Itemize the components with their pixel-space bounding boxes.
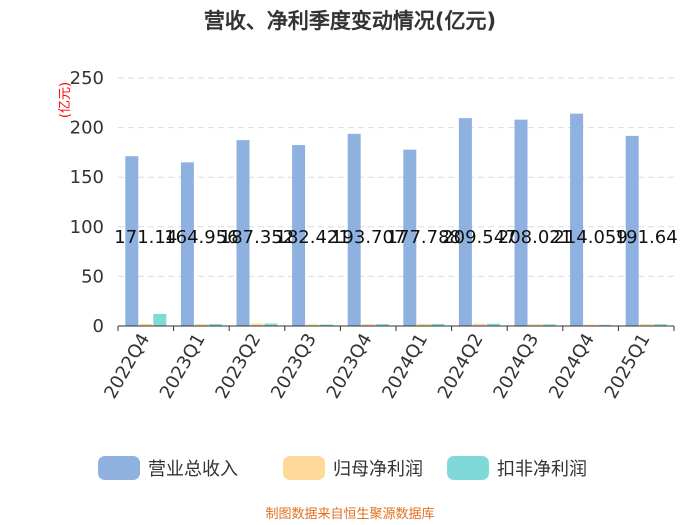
bar-net-profit xyxy=(250,323,264,326)
x-tick-label: 2024Q4 xyxy=(545,330,599,402)
x-axis-ticks: 2022Q4 2023Q1 2023Q2 2023Q3 2023Q4 2024Q1 2024… xyxy=(100,326,675,402)
y-tick-label: 200 xyxy=(70,118,104,139)
legend: 营业总收入 归母净利润 扣非净利润 xyxy=(98,456,587,480)
legend-swatch xyxy=(98,456,140,480)
y-tick-label: 250 xyxy=(70,68,104,89)
bar-revenue xyxy=(125,156,139,326)
bar-deducted-net-profit xyxy=(375,324,389,326)
legend-swatch xyxy=(283,456,325,480)
x-tick-label: 2024Q1 xyxy=(378,330,432,402)
bar-deducted-net-profit xyxy=(208,324,222,326)
y-tick-label: 100 xyxy=(70,217,104,238)
bar-net-profit xyxy=(139,323,153,326)
bar-deducted-net-profit xyxy=(542,324,556,326)
data-label: 182.421 xyxy=(275,227,349,248)
bar-net-profit xyxy=(639,324,653,326)
x-tick-label: 2024Q2 xyxy=(434,330,488,402)
x-tick-label: 2025Q1 xyxy=(601,330,655,402)
x-tick-label: 2023Q4 xyxy=(323,330,377,402)
y-axis-ticks: 0 50 100 150 200 250 xyxy=(70,68,104,337)
data-label: 214.059 xyxy=(553,227,627,248)
data-label: 164.956 xyxy=(164,227,238,248)
bar-revenue xyxy=(292,145,306,326)
bar-revenue xyxy=(458,118,472,326)
bar-revenue xyxy=(180,162,194,326)
legend-label: 归母净利润 xyxy=(333,459,423,480)
bar-net-profit xyxy=(417,323,431,326)
legend-label: 扣非净利润 xyxy=(497,459,587,480)
data-label: 177.788 xyxy=(387,227,461,248)
data-label: 187.352 xyxy=(220,227,294,248)
bar-net-profit xyxy=(361,324,375,326)
bar-revenue xyxy=(403,149,417,326)
bar-net-profit xyxy=(306,324,320,326)
bar-deducted-net-profit xyxy=(653,324,667,326)
x-tick-label: 2023Q3 xyxy=(267,330,321,402)
bar-net-profit xyxy=(194,324,208,326)
x-tick-label: 2023Q1 xyxy=(156,330,210,402)
bar-revenue xyxy=(625,135,639,326)
data-label: 193.707 xyxy=(331,227,405,248)
chart-title: 营收、净利季度变动情况(亿元) xyxy=(204,9,496,33)
y-tick-label: 0 xyxy=(93,316,104,337)
y-tick-label: 50 xyxy=(81,266,104,287)
bar-deducted-net-profit xyxy=(486,323,500,326)
bar-deducted-net-profit xyxy=(264,323,278,326)
x-tick-label: 2023Q2 xyxy=(211,330,265,402)
bar-deducted-net-profit xyxy=(320,324,334,326)
bar-revenue xyxy=(514,119,528,327)
x-tick-label: 2024Q3 xyxy=(489,330,543,402)
y-tick-label: 150 xyxy=(70,167,104,188)
bar-revenue xyxy=(347,133,361,326)
data-label: 208.021 xyxy=(498,227,572,248)
bars xyxy=(125,113,667,327)
data-label: 171.14 xyxy=(114,227,177,248)
bar-net-profit xyxy=(528,324,542,326)
source-note: 制图数据来自恒生聚源数据库 xyxy=(265,506,434,522)
x-tick-label: 2022Q4 xyxy=(100,330,154,402)
bar-revenue xyxy=(236,140,250,326)
bar-net-profit xyxy=(584,324,598,326)
legend-label: 营业总收入 xyxy=(148,459,238,480)
data-label: 191.64 xyxy=(615,227,678,248)
bar-deducted-net-profit xyxy=(153,313,167,326)
bar-revenue xyxy=(570,113,584,326)
bar-net-profit xyxy=(472,323,486,326)
legend-swatch xyxy=(447,456,489,480)
y-axis-unit: (亿元) xyxy=(58,82,73,118)
bar-deducted-net-profit xyxy=(431,323,445,326)
data-labels: 171.14164.956187.352182.421193.707177.78… xyxy=(114,227,677,248)
data-label: 209.547 xyxy=(442,227,516,248)
bar-deducted-net-profit xyxy=(598,324,612,326)
